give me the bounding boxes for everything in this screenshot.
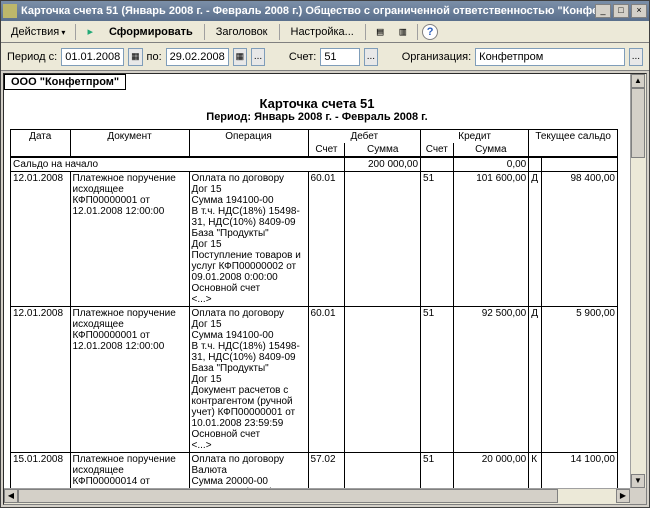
table-row[interactable]: 15.01.2008Платежное поручение исходящее …: [11, 453, 618, 489]
org-input[interactable]: Конфетпром: [475, 48, 625, 66]
scroll-down-icon[interactable]: ▼: [631, 474, 645, 488]
col-debit-acc: Счет: [308, 143, 345, 157]
scroll-corner: [630, 488, 646, 504]
period-from-label: Период с:: [7, 51, 57, 63]
separator: [75, 24, 76, 40]
org-dots-button[interactable]: ...: [629, 48, 643, 66]
separator: [204, 24, 205, 40]
form-button[interactable]: Сформировать: [102, 23, 200, 41]
help-button[interactable]: ?: [422, 24, 438, 40]
report-area: ООО "Конфетпром" Карточка счета 51 Перио…: [3, 73, 647, 505]
account-label: Счет:: [289, 51, 316, 63]
account-input[interactable]: 51: [320, 48, 359, 66]
col-credit-sum: Сумма: [453, 143, 529, 157]
scroll-viewport: Карточка счета 51 Период: Январь 2008 г.…: [4, 74, 630, 488]
vertical-scrollbar[interactable]: ▲ ▼: [630, 74, 646, 488]
report-title: Карточка счета 51: [4, 96, 630, 111]
report-subtitle: Период: Январь 2008 г. - Февраль 2008 г.: [4, 111, 630, 123]
app-icon: [3, 4, 17, 18]
col-balance: Текущее сальдо: [529, 130, 618, 158]
account-dots-button[interactable]: ...: [364, 48, 378, 66]
separator: [417, 24, 418, 40]
report-table: Дата Документ Операция Дебет Кредит Теку…: [10, 129, 618, 488]
actions-menu[interactable]: Действия: [5, 24, 71, 40]
close-button[interactable]: ×: [631, 4, 647, 18]
scroll-left-icon[interactable]: ◀: [4, 489, 18, 503]
titlebar[interactable]: Карточка счета 51 (Январь 2008 г. - Февр…: [1, 1, 649, 21]
separator: [279, 24, 280, 40]
minimize-button[interactable]: _: [595, 4, 611, 18]
table-row[interactable]: 12.01.2008Платежное поручение исходящее …: [11, 307, 618, 453]
toolbar-filters: Период с: 01.01.2008 ▦ по: 29.02.2008 ▦ …: [1, 43, 649, 71]
opening-balance-row: Сальдо на начало 200 000,00 0,00: [11, 157, 618, 172]
period-from-input[interactable]: 01.01.2008: [61, 48, 124, 66]
settings-button[interactable]: Настройка...: [284, 23, 361, 41]
date-from-picker-icon[interactable]: ▦: [128, 48, 142, 66]
scroll-up-icon[interactable]: ▲: [631, 74, 645, 88]
toolbar-icon-2[interactable]: ▥: [392, 22, 413, 41]
toolbar-icon-1[interactable]: ▤: [370, 22, 391, 41]
col-debit: Дебет: [308, 130, 421, 144]
scroll-thumb-v[interactable]: [631, 88, 645, 158]
scroll-thumb-h[interactable]: [18, 489, 558, 503]
date-to-picker-icon[interactable]: ▦: [233, 48, 247, 66]
play-icon[interactable]: ▸: [80, 22, 100, 41]
horizontal-scrollbar[interactable]: ◀ ▶: [4, 488, 630, 504]
maximize-button[interactable]: □: [613, 4, 629, 18]
col-date: Дата: [11, 130, 71, 158]
scroll-right-icon[interactable]: ▶: [616, 489, 630, 503]
period-dots-button[interactable]: ...: [251, 48, 265, 66]
table-row[interactable]: 12.01.2008Платежное поручение исходящее …: [11, 172, 618, 307]
app-window: Карточка счета 51 (Январь 2008 г. - Февр…: [0, 0, 650, 508]
separator: [365, 24, 366, 40]
window-title: Карточка счета 51 (Январь 2008 г. - Февр…: [21, 5, 595, 17]
period-to-label: по:: [147, 51, 162, 63]
opening-credit: 0,00: [453, 157, 529, 172]
period-to-input[interactable]: 29.02.2008: [166, 48, 229, 66]
col-operation: Операция: [189, 130, 308, 158]
org-tab[interactable]: ООО "Конфетпром": [4, 74, 126, 90]
col-debit-sum: Сумма: [345, 143, 421, 157]
col-credit-acc: Счет: [421, 143, 453, 157]
opening-label: Сальдо на начало: [11, 157, 345, 172]
opening-debit: 200 000,00: [345, 157, 421, 172]
org-label: Организация:: [402, 51, 471, 63]
header-button[interactable]: Заголовок: [209, 23, 275, 41]
toolbar-main: Действия ▸ Сформировать Заголовок Настро…: [1, 21, 649, 43]
col-document: Документ: [70, 130, 189, 158]
col-credit: Кредит: [421, 130, 529, 144]
